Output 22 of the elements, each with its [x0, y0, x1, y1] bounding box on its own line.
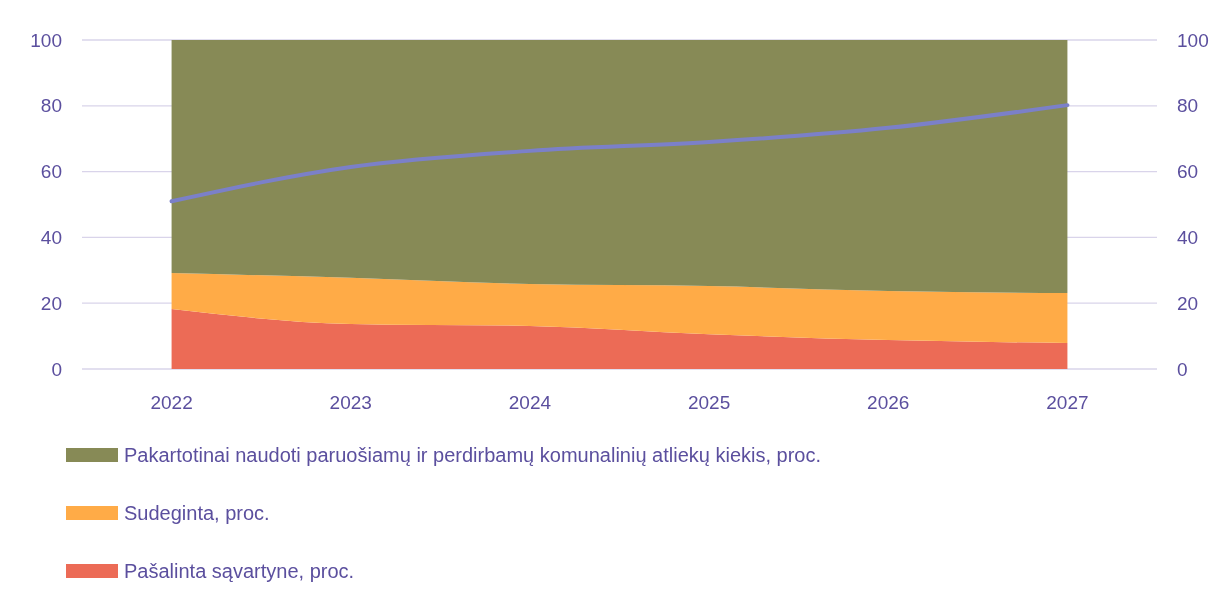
x-tick-label: 2024: [508, 392, 552, 413]
y-tick-label: 0: [51, 358, 62, 380]
y-tick-label: 40: [40, 227, 62, 249]
x-tick-label: 2022: [150, 392, 193, 413]
y-tick-label: 60: [40, 161, 62, 183]
y2-tick-label: 100: [1177, 29, 1209, 51]
x-tick-label: 2025: [687, 392, 731, 413]
legend-label: Pakartotinai naudoti paruošiamų ir perdirbamų komunalinių atliekų kiekis, proc.: [124, 444, 822, 466]
line-series: [169, 103, 1070, 204]
x-tick-label: 2026: [867, 392, 910, 413]
x-tick-label: 2027: [1046, 392, 1089, 413]
legend-label: Sudeginta, proc.: [124, 502, 270, 524]
y2-tick-label: 0: [1177, 358, 1188, 380]
y2-tick-label: 80: [1177, 95, 1199, 117]
legend-label: Pašalinta sąvartyne, proc.: [124, 560, 355, 582]
y-tick-label: 80: [40, 95, 62, 117]
y-tick-label: 20: [40, 292, 62, 314]
y2-tick-label: 60: [1177, 161, 1199, 183]
x-tick-label: 2023: [329, 392, 372, 413]
y2-tick-label: 20: [1177, 292, 1199, 314]
y-tick-label: 100: [30, 29, 62, 51]
y2-tick-label: 40: [1177, 227, 1199, 249]
